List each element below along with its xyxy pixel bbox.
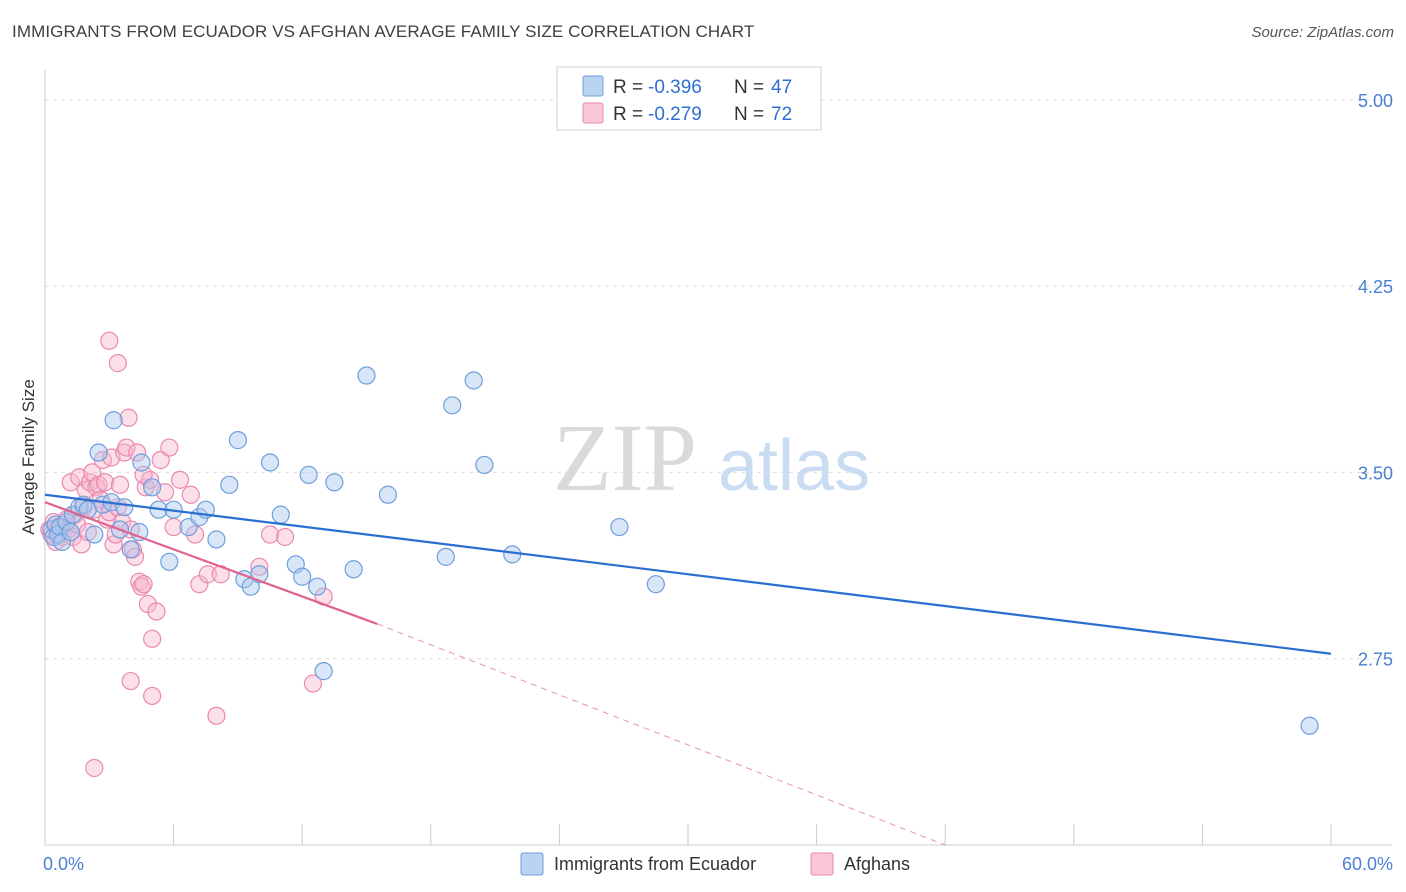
afghan-point: [121, 671, 140, 691]
axes: [44, 70, 1392, 846]
ecuador-point: [443, 396, 462, 415]
afghan-point: [134, 575, 153, 594]
afghan-n-label: N =: [734, 104, 764, 125]
ecuador-point: [228, 431, 247, 450]
afghan-point: [275, 527, 295, 547]
ecuador-point: [61, 522, 80, 542]
afghan-point: [143, 686, 162, 706]
ecuador-series-swatch: [520, 852, 544, 876]
chart-title: IMMIGRANTS FROM ECUADOR VS AFGHAN AVERAG…: [12, 22, 755, 41]
y-tick-labels: 2.75 3.50 4.25 5.00: [1358, 91, 1393, 670]
ecuador-point: [325, 473, 344, 492]
ecuador-n-label: N =: [734, 77, 764, 98]
watermark: ZIP atlas: [553, 404, 870, 511]
ecuador-point: [160, 552, 179, 571]
ecuador-point: [207, 530, 226, 549]
afghan-trendline: [44, 501, 378, 625]
x-tick-label-min: 0.0%: [43, 854, 84, 874]
stats-legend: R = -0.396 N = 47 R = -0.279 N = 72: [556, 66, 822, 131]
gridlines: [45, 99, 1392, 660]
afghan-point: [207, 706, 226, 725]
series-legend: Immigrants from Ecuador Afghans: [520, 852, 910, 876]
ecuador-point: [475, 455, 494, 475]
afghan-point: [95, 473, 115, 492]
afghan-point: [132, 577, 151, 596]
ecuador-n-value: 47: [771, 77, 792, 98]
ecuador-r-value: -0.396: [648, 77, 702, 98]
ecuador-point: [57, 512, 76, 532]
afghan-trendline-extension: [377, 623, 946, 846]
afghan-point: [185, 525, 205, 544]
y-tick-label: 5.00: [1358, 91, 1393, 111]
ecuador-point: [121, 540, 140, 559]
ecuador-point: [143, 478, 162, 497]
trendlines: [44, 493, 1332, 846]
ecuador-point: [464, 371, 483, 390]
afghan-n-value: 72: [771, 104, 792, 125]
x-tick-labels: 0.0% 60.0%: [43, 854, 1393, 874]
afghan-point: [128, 443, 147, 462]
afghan-point: [108, 354, 127, 373]
afghan-point: [181, 485, 200, 504]
ecuador-point: [260, 453, 280, 472]
afghan-point: [198, 565, 217, 584]
ecuador-point: [436, 547, 455, 566]
ecuador-trendline: [44, 493, 1332, 655]
afghan-point: [117, 438, 136, 457]
ecuador-series-label: Immigrants from Ecuador: [554, 854, 756, 874]
ecuador-r-label: R =: [613, 77, 643, 98]
ecuador-point: [1300, 716, 1319, 735]
afghan-series-label: Afghans: [844, 854, 910, 874]
ecuador-point: [104, 411, 123, 430]
afghan-point: [85, 758, 104, 778]
afghan-r-value: -0.279: [648, 104, 702, 125]
ecuador-point: [357, 366, 376, 385]
ecuador-point: [314, 662, 333, 681]
y-tick-label: 4.25: [1358, 277, 1393, 297]
ecuador-points: [42, 366, 1319, 735]
x-tick-label-max: 60.0%: [1342, 854, 1393, 874]
ecuador-point: [85, 525, 104, 544]
afghan-point: [260, 525, 280, 544]
afghan-r-label: R =: [613, 104, 643, 125]
y-tick-label: 2.75: [1358, 650, 1393, 670]
afghan-point: [250, 557, 269, 576]
ecuador-legend-swatch: [582, 75, 604, 97]
afghan-point: [147, 602, 166, 621]
y-tick-label: 3.50: [1358, 463, 1393, 483]
ecuador-point: [503, 545, 522, 564]
ecuador-point: [293, 567, 312, 586]
ecuador-point: [89, 443, 108, 462]
afghan-point: [303, 674, 323, 693]
afghan-point: [170, 470, 190, 489]
y-axis-label: Average Family Size: [19, 379, 38, 535]
watermark-atlas: atlas: [718, 426, 870, 506]
ecuador-point: [115, 498, 134, 517]
afghan-point: [151, 450, 170, 470]
afghan-point: [119, 408, 138, 427]
afghan-point: [110, 475, 130, 494]
ecuador-point: [271, 505, 290, 524]
ecuador-point: [308, 577, 327, 596]
ecuador-point: [132, 453, 151, 472]
ecuador-point: [646, 575, 665, 594]
ecuador-point: [378, 485, 398, 504]
watermark-zip: ZIP: [553, 404, 697, 511]
afghan-point: [143, 629, 162, 648]
afghan-point: [160, 438, 179, 457]
afghan-point: [100, 331, 119, 350]
ecuador-point: [299, 465, 318, 484]
afghan-series-swatch: [810, 852, 834, 876]
ecuador-point: [344, 560, 363, 579]
afghan-legend-swatch: [582, 102, 604, 124]
afghan-point: [61, 473, 80, 492]
source-attribution: Source: ZipAtlas.com: [1251, 24, 1394, 41]
ecuador-point: [220, 475, 239, 494]
ecuador-point: [610, 517, 629, 537]
